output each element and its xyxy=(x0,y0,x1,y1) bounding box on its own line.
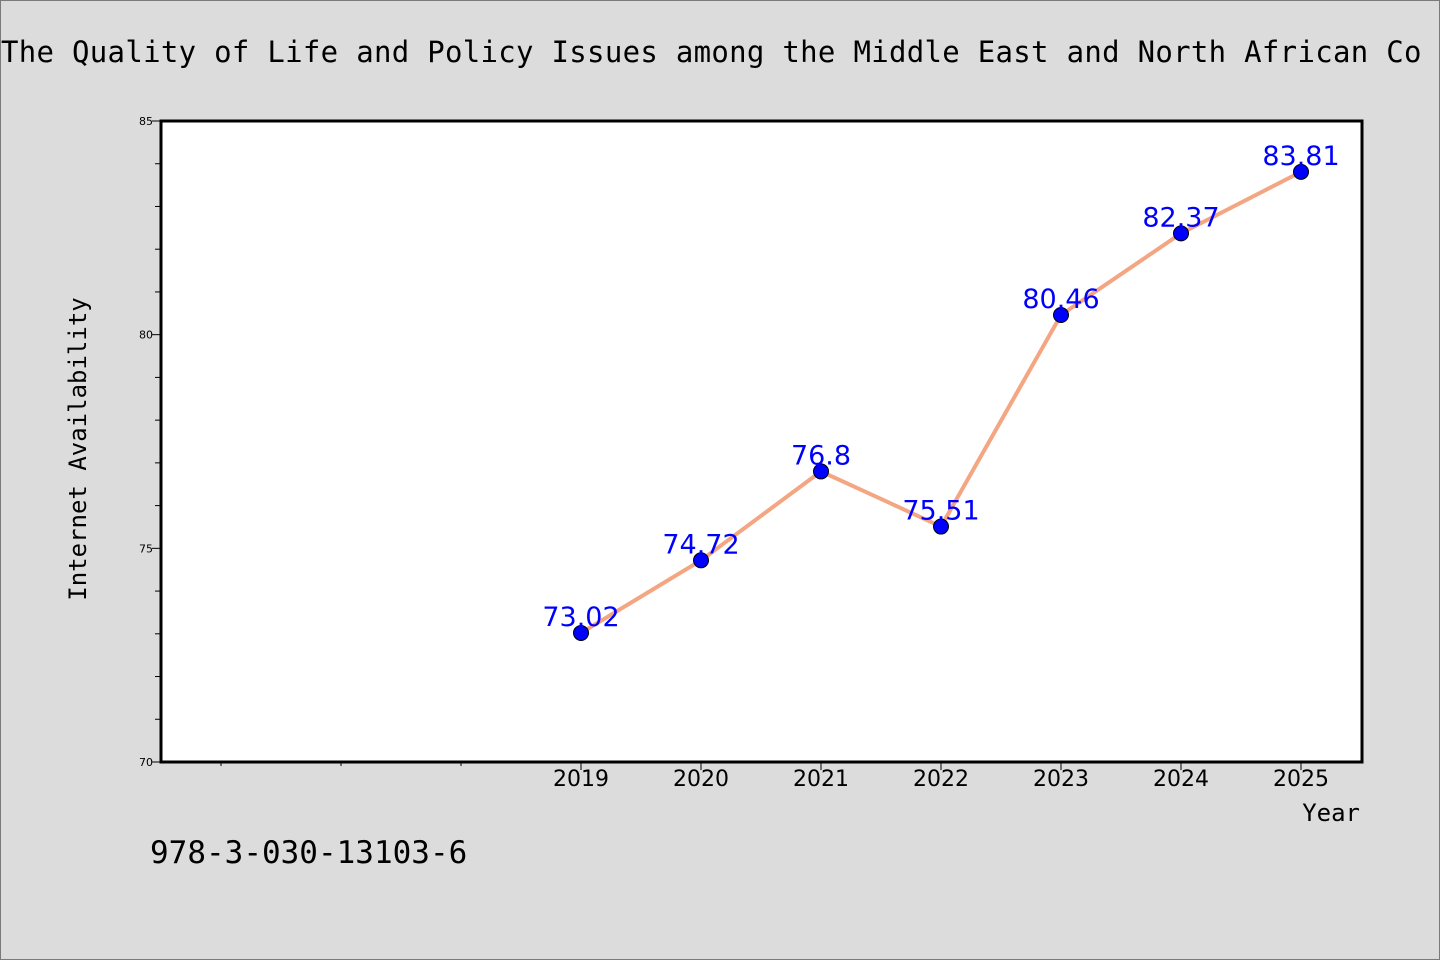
data-label: 82.37 xyxy=(1142,202,1219,233)
y-tick-label: 70 xyxy=(139,756,153,769)
plot-area xyxy=(161,121,1362,762)
data-label: 73.02 xyxy=(542,602,619,633)
y-tick-label: 80 xyxy=(139,329,153,342)
footer-isbn-text: 978-3-030-13103-6 xyxy=(150,835,468,871)
x-axis-label: Year xyxy=(1302,799,1360,827)
x-tick-labels: 2019 2020 2021 2022 2023 2024 2025 xyxy=(553,767,1329,792)
y-axis-label: Internet Availability xyxy=(64,297,92,600)
data-label: 76.8 xyxy=(791,440,851,471)
data-point xyxy=(1173,225,1189,242)
data-label: 75.51 xyxy=(902,496,979,527)
x-tick-label: 2020 xyxy=(673,767,729,792)
data-label: 74.72 xyxy=(662,529,739,560)
x-tick-label: 2023 xyxy=(1033,767,1089,792)
data-points xyxy=(573,163,1309,641)
data-point xyxy=(1293,163,1309,180)
data-point xyxy=(813,463,829,480)
chart-title: The Quality of Life and Policy Issues am… xyxy=(1,35,1422,69)
x-tick-label: 2024 xyxy=(1153,767,1209,792)
data-label: 83.81 xyxy=(1262,141,1339,172)
x-tick-label: 2025 xyxy=(1273,767,1329,792)
y-tick-label: 85 xyxy=(139,115,153,128)
x-tick-label: 2019 xyxy=(553,767,609,792)
data-label: 80.46 xyxy=(1022,284,1099,315)
data-point xyxy=(573,624,589,641)
data-point xyxy=(1053,307,1069,324)
x-tick-label: 2022 xyxy=(913,767,969,792)
x-tick-label: 2021 xyxy=(793,767,849,792)
plot-frame xyxy=(159,119,1364,764)
data-labels: 73.02 74.72 76.8 75.51 80.46 82.37 83.81 xyxy=(542,141,1339,633)
y-tick-labels: 70 75 80 85 xyxy=(139,115,153,769)
y-tick-label: 75 xyxy=(139,542,153,555)
data-point xyxy=(933,518,949,535)
data-point xyxy=(693,552,709,569)
